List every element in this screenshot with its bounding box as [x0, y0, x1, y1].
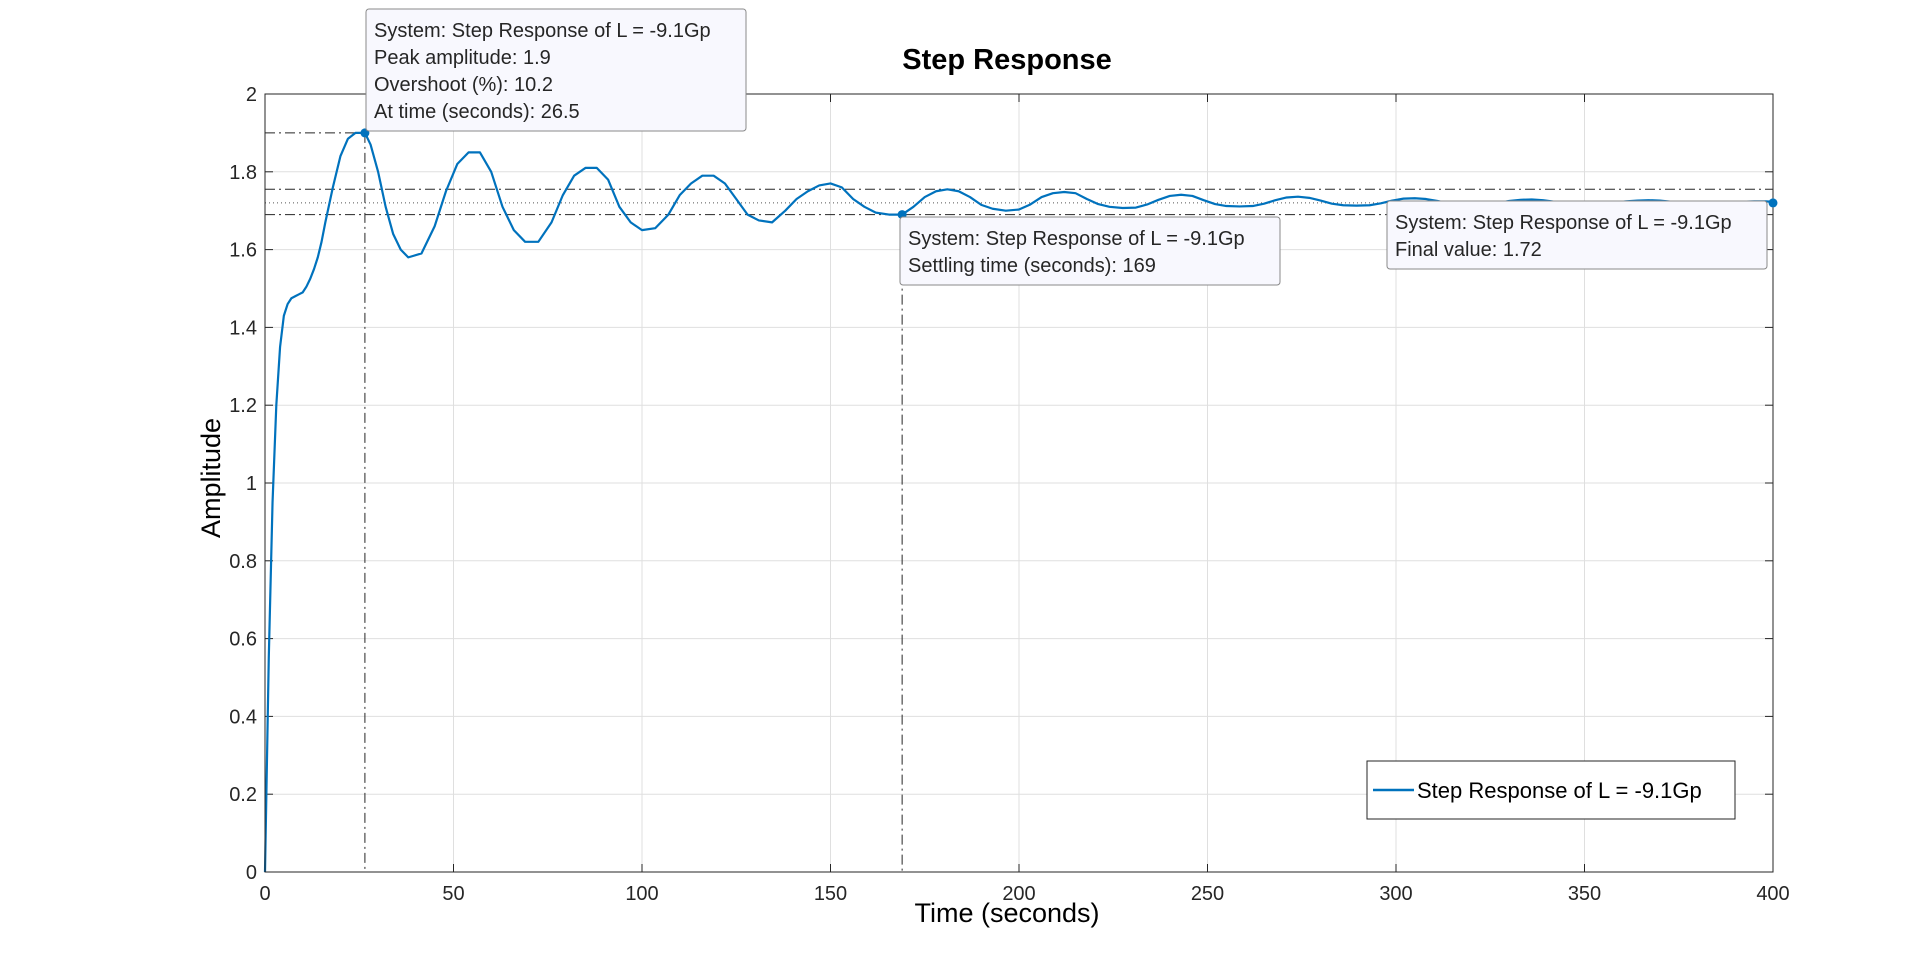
y-tick-label: 1: [246, 473, 257, 495]
datatip-peak-line: Peak amplitude: 1.9: [374, 47, 551, 69]
x-tick-label: 0: [259, 883, 270, 905]
datatip-final[interactable]: [1386, 200, 1768, 270]
y-tick-label: 2: [246, 84, 257, 106]
plot-area[interactable]: 0 50 100 150 200 250 300 350 400 0 0.2 0.4 0.6 0.8 1 1.…: [229, 8, 1790, 905]
x-tick-label: 200: [1002, 883, 1035, 905]
x-tick-label: 50: [442, 883, 464, 905]
x-tick-label: 100: [625, 883, 658, 905]
axes-box: [264, 93, 1774, 873]
final-marker[interactable]: [1768, 198, 1778, 208]
y-tick-label: 1.4: [229, 317, 257, 339]
legend-box[interactable]: [1366, 760, 1736, 820]
y-tick-label: 0.8: [229, 551, 257, 573]
x-tick-label: 400: [1756, 883, 1789, 905]
y-tick-label: 1.2: [229, 395, 257, 417]
y-axis-label: Amplitude: [196, 418, 226, 538]
x-tick-label: 300: [1379, 883, 1412, 905]
datatip-peak-line: At time (seconds): 26.5: [374, 101, 580, 123]
legend-entry-label: Step Response of L = -9.1Gp: [1417, 778, 1702, 803]
y-tick-label: 0: [246, 862, 257, 884]
chart-title: Step Response: [902, 44, 1112, 76]
y-tick-label: 1.6: [229, 240, 257, 262]
x-tick-label: 250: [1191, 883, 1224, 905]
datatip-final-line: System: Step Response of L = -9.1Gp: [1395, 212, 1732, 234]
datatip-final-line: Final value: 1.72: [1395, 239, 1542, 261]
datatip-settling-line: System: Step Response of L = -9.1Gp: [908, 228, 1245, 250]
datatip-settling-line: Settling time (seconds): 169: [908, 255, 1156, 277]
x-axis-label: Time (seconds): [914, 898, 1099, 928]
datatip-peak-line: Overshoot (%): 10.2: [374, 74, 553, 96]
y-tick-label: 1.8: [229, 162, 257, 184]
datatip-settling[interactable]: [899, 216, 1281, 286]
datatip-peak[interactable]: [365, 8, 747, 132]
y-tick-label: 0.2: [229, 784, 257, 806]
x-tick-label: 150: [814, 883, 847, 905]
y-tick-label: 0.4: [229, 706, 257, 728]
datatip-peak-line: System: Step Response of L = -9.1Gp: [374, 20, 711, 42]
x-tick-label: 350: [1568, 883, 1601, 905]
y-tick-label: 0.6: [229, 629, 257, 651]
